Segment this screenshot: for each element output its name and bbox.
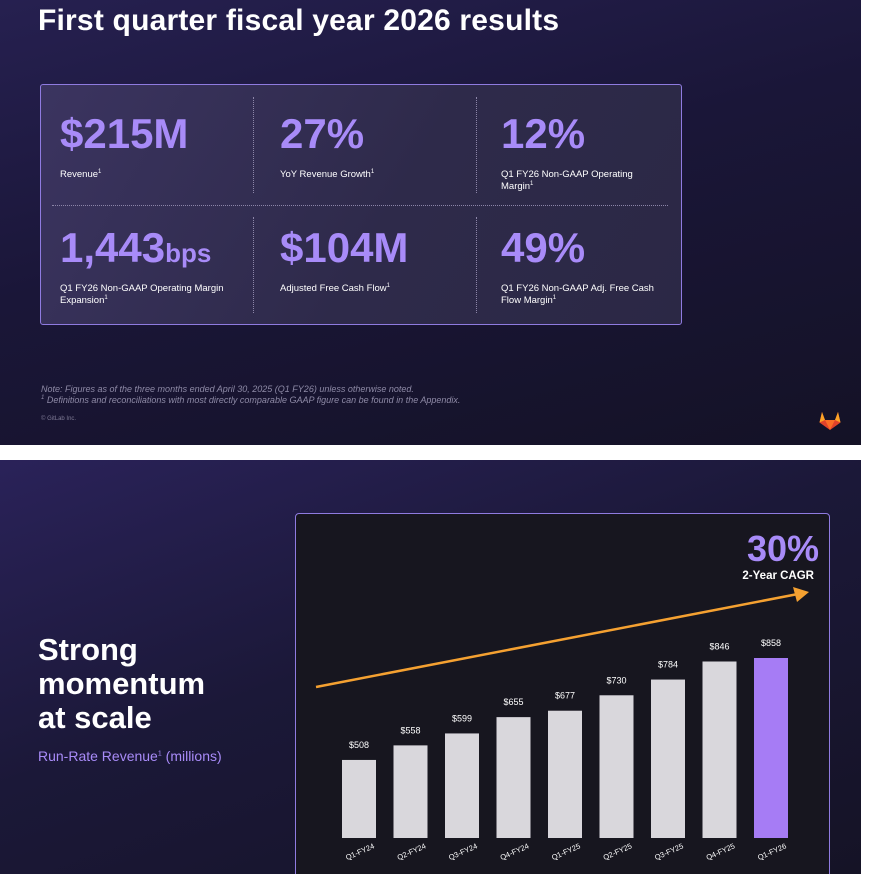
cagr-value: 30% xyxy=(747,528,819,569)
chart-panel: 30% 2-Year CAGR $508 Q1-FY24 $558 Q2-FY24 $599… xyxy=(295,513,830,874)
metric-value: $215M xyxy=(60,110,189,157)
slide-title: First quarter fiscal year 2026 results xyxy=(38,4,560,37)
bar-q4-fy24 xyxy=(496,717,531,838)
data-label: $655 xyxy=(503,697,523,707)
data-label: $858 xyxy=(761,638,781,648)
bar-q1-fy24 xyxy=(342,759,376,838)
metric-revenue-growth: 27% YoY Revenue Growth1 xyxy=(280,112,485,181)
metric-label: Q1 FY26 Non-GAAP Adj. Free Cash Flow Mar… xyxy=(501,283,654,306)
data-label: $677 xyxy=(555,691,575,701)
momentum-slide: Strong momentum at scale Run-Rate Revenu… xyxy=(0,460,861,874)
divider xyxy=(476,97,477,193)
divider xyxy=(476,217,477,313)
metric-margin-expansion: 1,443bps Q1 FY26 Non-GAAP Operating Marg… xyxy=(60,226,265,307)
metric-label: YoY Revenue Growth1 xyxy=(280,168,375,180)
metric-label: Adjusted Free Cash Flow1 xyxy=(280,282,391,294)
divider xyxy=(253,217,254,313)
data-label: $558 xyxy=(400,725,420,735)
gitlab-logo-icon xyxy=(819,412,841,430)
metric-operating-margin: 12% Q1 FY26 Non-GAAP Operating Margin1 xyxy=(501,112,651,193)
x-tick-label: Q2-FY24 xyxy=(396,841,427,862)
x-tick-label: Q2-FY25 xyxy=(602,841,633,862)
x-tick-label: Q3-FY24 xyxy=(447,841,478,862)
x-tick-label: Q4-FY25 xyxy=(705,841,736,862)
metric-value: 1,443bps xyxy=(60,224,212,271)
metric-fcf-margin: 49% Q1 FY26 Non-GAAP Adj. Free Cash Flow… xyxy=(501,226,671,307)
divider xyxy=(253,97,254,193)
data-label: $784 xyxy=(658,660,678,670)
trend-arrowhead xyxy=(793,587,809,602)
data-label: $508 xyxy=(349,740,369,750)
metrics-panel: $215M Revenue1 27% YoY Revenue Growth1 1… xyxy=(40,84,682,325)
copyright: © GitLab Inc. xyxy=(41,416,77,422)
divider xyxy=(52,205,668,206)
metric-free-cash-flow: $104M Adjusted Free Cash Flow1 xyxy=(280,226,485,295)
cagr-label: 2-Year CAGR xyxy=(742,570,814,582)
data-label: $730 xyxy=(606,675,626,685)
bar-q1-fy25 xyxy=(548,710,582,838)
footnote-line: Note: Figures as of the three months end… xyxy=(41,384,414,394)
bar-q2-fy25 xyxy=(599,695,634,838)
x-tick-label: Q4-FY24 xyxy=(499,841,530,862)
metric-label: Q1 FY26 Non-GAAP Operating Margin1 xyxy=(501,169,633,192)
bar-q1-fy26 xyxy=(754,658,788,838)
metric-revenue: $215M Revenue1 xyxy=(60,112,265,181)
slide-heading: Strong momentum at scale xyxy=(38,632,206,735)
chart-subtitle: Run-Rate Revenue1 (millions) xyxy=(38,748,222,764)
metric-value: 27% xyxy=(280,110,365,157)
bar-q2-fy24 xyxy=(393,745,428,838)
run-rate-revenue-chart: 30%2-Year CAGR $508 Q1-FY24 $558 Q2-FY24 $599… xyxy=(315,528,819,862)
metric-value: 49% xyxy=(501,224,586,271)
data-label: $599 xyxy=(452,713,472,723)
metric-label: Q1 FY26 Non-GAAP Operating Margin Expans… xyxy=(60,283,224,306)
results-slide: First quarter fiscal year 2026 results $… xyxy=(0,0,861,445)
bar-q3-fy24 xyxy=(445,733,479,838)
bar-q4-fy25 xyxy=(702,661,737,838)
metric-value: 12% xyxy=(501,110,586,157)
x-tick-label: Q3-FY25 xyxy=(653,841,684,862)
metric-value: $104M xyxy=(280,224,409,271)
x-tick-label: Q1-FY24 xyxy=(344,841,375,862)
x-tick-label: Q1-FY25 xyxy=(550,841,581,862)
footnote-line: 1 Definitions and reconciliations with m… xyxy=(41,395,461,405)
x-tick-label: Q1-FY26 xyxy=(756,841,787,862)
footnote: Note: Figures as of the three months end… xyxy=(41,384,460,406)
metric-label: Revenue1 xyxy=(60,168,102,180)
trend-arrow-line xyxy=(315,592,799,689)
data-label: $846 xyxy=(709,641,729,651)
bar-q3-fy25 xyxy=(651,679,685,838)
